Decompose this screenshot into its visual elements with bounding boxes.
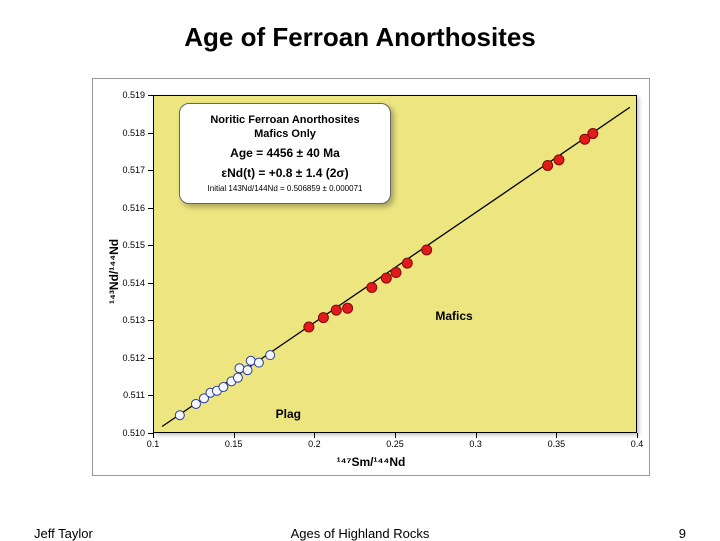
chart-frame: ¹⁴⁷Sm/¹⁴⁴Nd ¹⁴³Nd/¹⁴⁴Nd Noritic Ferroan … — [92, 78, 650, 476]
series-label-mafics: Mafics — [435, 309, 472, 323]
y-tick-label: 0.512 — [113, 353, 145, 363]
x-axis-label: ¹⁴⁷Sm/¹⁴⁴Nd — [93, 455, 649, 469]
x-tick-label: 0.35 — [548, 439, 566, 449]
data-point-mafics — [343, 303, 353, 313]
y-tick-label: 0.517 — [113, 165, 145, 175]
info-line: Initial 143Nd/144Nd = 0.506859 ± 0.00007… — [192, 184, 378, 193]
data-point-mafics — [588, 129, 598, 139]
x-tick-label: 0.25 — [386, 439, 404, 449]
data-point-mafics — [543, 160, 553, 170]
data-point-mafics — [367, 283, 377, 293]
data-point-mafics — [304, 322, 314, 332]
y-tick — [148, 95, 153, 96]
info-line: Noritic Ferroan Anorthosites — [192, 114, 378, 126]
y-tick-label: 0.518 — [113, 128, 145, 138]
info-line: Mafics Only — [192, 128, 378, 140]
data-point-plag — [175, 411, 184, 420]
y-tick — [148, 133, 153, 134]
info-box: Noritic Ferroan Anorthosites Mafics Only A… — [179, 103, 391, 204]
x-tick — [314, 433, 315, 438]
y-tick — [148, 208, 153, 209]
y-tick — [148, 395, 153, 396]
y-tick-label: 0.510 — [113, 428, 145, 438]
data-point-plag — [246, 356, 255, 365]
x-tick-label: 0.2 — [308, 439, 321, 449]
y-tick-label: 0.514 — [113, 278, 145, 288]
x-tick-label: 0.3 — [469, 439, 482, 449]
info-line: εNd(t) = +0.8 ± 1.4 (2σ) — [192, 166, 378, 180]
data-point-plag — [254, 358, 263, 367]
y-tick — [148, 283, 153, 284]
data-point-plag — [235, 364, 244, 373]
slide-number: 9 — [679, 526, 686, 541]
data-point-mafics — [422, 245, 432, 255]
data-point-mafics — [331, 305, 341, 315]
data-point-plag — [191, 399, 200, 408]
footer-title: Ages of Highland Rocks — [0, 526, 720, 541]
x-tick-label: 0.4 — [631, 439, 644, 449]
y-tick — [148, 320, 153, 321]
data-point-mafics — [381, 273, 391, 283]
x-tick — [234, 433, 235, 438]
y-tick — [148, 170, 153, 171]
y-tick-label: 0.513 — [113, 315, 145, 325]
data-point-mafics — [554, 155, 564, 165]
y-tick — [148, 358, 153, 359]
x-tick — [637, 433, 638, 438]
x-tick — [476, 433, 477, 438]
data-point-mafics — [318, 313, 328, 323]
y-tick-label: 0.515 — [113, 240, 145, 250]
info-line: Age = 4456 ± 40 Ma — [192, 146, 378, 160]
data-point-plag — [266, 351, 275, 360]
series-label-plag: Plag — [276, 407, 301, 421]
x-tick-label: 0.15 — [225, 439, 243, 449]
x-tick — [153, 433, 154, 438]
y-tick — [148, 433, 153, 434]
data-point-plag — [233, 373, 242, 382]
page-title: Age of Ferroan Anorthosites — [0, 22, 720, 53]
data-point-plag — [243, 366, 252, 375]
y-tick-label: 0.516 — [113, 203, 145, 213]
data-point-mafics — [402, 258, 412, 268]
y-tick-label: 0.519 — [113, 90, 145, 100]
y-tick — [148, 245, 153, 246]
data-point-mafics — [391, 268, 401, 278]
y-tick-label: 0.511 — [113, 390, 145, 400]
x-tick — [556, 433, 557, 438]
data-point-plag — [219, 383, 228, 392]
x-tick-label: 0.1 — [147, 439, 160, 449]
x-tick — [395, 433, 396, 438]
